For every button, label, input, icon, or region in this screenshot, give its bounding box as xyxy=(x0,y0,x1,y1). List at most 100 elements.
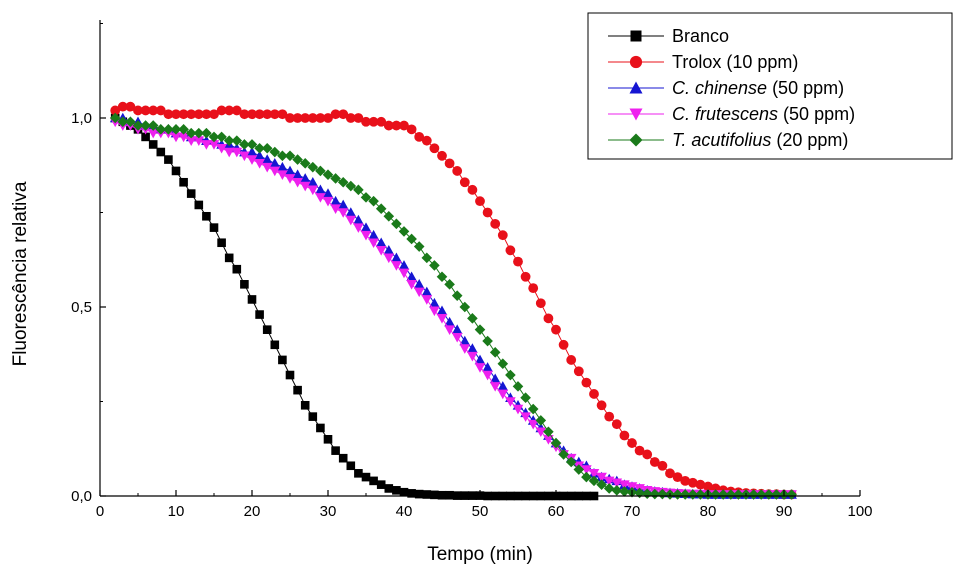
data-point xyxy=(429,260,440,271)
data-point xyxy=(543,313,554,324)
data-point xyxy=(489,382,501,392)
data-point xyxy=(307,176,319,187)
data-point xyxy=(246,155,258,165)
data-point xyxy=(505,245,516,256)
data-point xyxy=(277,170,288,180)
data-point xyxy=(376,480,386,489)
data-point xyxy=(330,195,341,206)
data-point xyxy=(262,109,273,120)
data-point xyxy=(345,207,357,217)
data-point xyxy=(148,105,159,116)
data-point xyxy=(322,196,334,207)
legend-marker xyxy=(629,81,643,94)
data-point xyxy=(535,427,547,438)
data-point xyxy=(611,485,623,496)
legend-marker xyxy=(629,108,643,121)
legend-label-part: C. chinense xyxy=(672,78,767,98)
data-point xyxy=(474,354,486,365)
data-point xyxy=(133,105,143,116)
data-point xyxy=(451,290,463,301)
data-point xyxy=(695,479,706,490)
data-point xyxy=(277,161,288,172)
data-point xyxy=(353,113,364,123)
data-point xyxy=(178,132,189,143)
data-point xyxy=(368,238,379,249)
data-point xyxy=(482,207,493,218)
data-point xyxy=(277,109,288,120)
data-point xyxy=(125,116,136,128)
legend-label: Branco xyxy=(672,26,729,46)
data-point xyxy=(231,147,243,158)
legend-label-part: Branco xyxy=(672,26,729,46)
data-point xyxy=(497,389,509,400)
data-point xyxy=(436,305,448,316)
data-point xyxy=(451,332,463,343)
data-point xyxy=(474,324,486,335)
data-point xyxy=(239,139,250,150)
data-point xyxy=(459,335,471,346)
data-point xyxy=(588,469,600,479)
data-point xyxy=(360,222,372,232)
data-point xyxy=(368,229,379,240)
data-point xyxy=(224,105,235,116)
data-point xyxy=(315,184,326,195)
data-point xyxy=(619,430,630,441)
data-point xyxy=(497,358,509,369)
data-point xyxy=(284,174,296,184)
data-point xyxy=(604,411,615,422)
data-point xyxy=(179,177,188,187)
data-point xyxy=(201,109,212,120)
y-tick-label: 0,5 xyxy=(71,299,92,316)
data-point xyxy=(369,476,378,486)
data-point xyxy=(208,140,220,150)
data-point xyxy=(383,210,395,222)
data-point xyxy=(733,489,744,500)
data-point xyxy=(247,295,257,304)
data-point xyxy=(353,184,364,196)
data-point xyxy=(596,479,607,490)
data-point xyxy=(475,196,485,207)
x-tick-label: 10 xyxy=(168,503,185,520)
data-point xyxy=(117,101,128,112)
data-point xyxy=(299,158,311,169)
data-point xyxy=(406,124,417,135)
data-point xyxy=(581,471,592,483)
data-point xyxy=(186,189,196,198)
data-point xyxy=(246,139,258,150)
data-point xyxy=(292,169,303,179)
data-point xyxy=(528,283,539,293)
data-point xyxy=(269,158,281,168)
data-point xyxy=(338,109,349,120)
data-point xyxy=(217,238,226,248)
data-point xyxy=(185,127,197,139)
data-point xyxy=(391,120,402,131)
data-point xyxy=(490,218,501,229)
data-point xyxy=(657,488,668,500)
data-point xyxy=(430,490,439,500)
data-point xyxy=(413,279,425,289)
data-point xyxy=(407,489,416,498)
legend-entries: Branco Trolox (10 ppm) C. chinense (50 ppm… xyxy=(608,26,855,150)
data-point xyxy=(596,472,607,483)
data-point xyxy=(216,131,227,143)
data-point xyxy=(269,166,281,177)
data-point xyxy=(451,324,463,334)
data-point xyxy=(642,449,653,460)
data-point xyxy=(429,297,440,308)
legend-label-part: (20 ppm) xyxy=(771,130,848,150)
data-point xyxy=(299,173,311,183)
data-point xyxy=(368,116,379,127)
data-point xyxy=(384,484,394,493)
data-point xyxy=(284,150,296,162)
data-point xyxy=(354,469,363,478)
data-point xyxy=(566,355,577,365)
data-point xyxy=(345,113,356,123)
legend-label-part: Trolox (10 ppm) xyxy=(672,52,798,72)
data-point xyxy=(459,344,471,354)
data-point xyxy=(421,286,433,297)
data-point xyxy=(445,490,454,500)
data-point xyxy=(398,226,410,237)
data-point xyxy=(489,347,501,358)
x-tick-label: 0 xyxy=(96,503,104,520)
